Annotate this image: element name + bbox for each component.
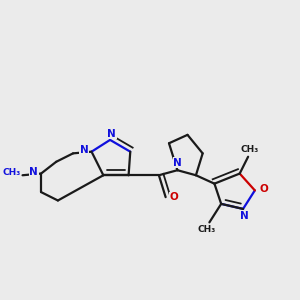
Text: CH₃: CH₃ [198,225,216,234]
Text: N: N [107,129,116,139]
Text: N: N [29,167,38,177]
Text: N: N [240,211,249,221]
Text: N: N [80,145,88,155]
Text: N: N [173,158,182,168]
Text: O: O [260,184,268,194]
Text: CH₃: CH₃ [3,168,21,177]
Text: O: O [170,192,178,202]
Text: CH₃: CH₃ [241,145,259,154]
